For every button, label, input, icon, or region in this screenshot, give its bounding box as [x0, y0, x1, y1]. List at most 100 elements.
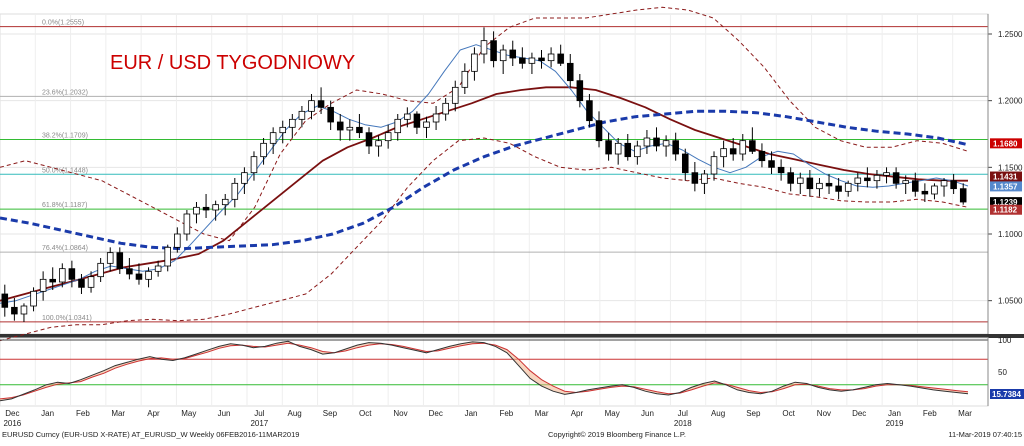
ma-dark-red-line [0, 86, 968, 302]
candle-body [902, 180, 909, 184]
price-tag-bg [990, 204, 1022, 215]
x-year-label: 2016 [3, 419, 21, 428]
footer-left: EURUSD Curncy (EUR-USD X-RATE) AT_EURUSD… [2, 430, 299, 439]
candle-body [950, 180, 957, 190]
candle-body [854, 177, 862, 184]
candle-body [1, 293, 9, 308]
fib-label: 100.0%(1.0341) [42, 315, 92, 322]
y-tick-label: 1.2000 [998, 97, 1023, 106]
x-month-label: Dec [429, 409, 443, 418]
candle-body [519, 57, 526, 64]
x-month-label: Apr [571, 409, 584, 418]
x-month-label: Mar [111, 409, 125, 418]
x-year-label: 2017 [250, 419, 268, 428]
candle-body [116, 252, 124, 270]
candle-body [193, 206, 200, 215]
osc-main-line [0, 340, 969, 402]
candle-body [912, 180, 919, 192]
candle-body [404, 113, 411, 120]
y-tick-label: 1.2500 [998, 30, 1023, 39]
candle-body [701, 173, 708, 184]
bollinger-lower-line [0, 137, 969, 342]
candle-body [614, 142, 622, 155]
candle-body [835, 185, 842, 192]
candle-body [749, 140, 756, 152]
y-tick-label: 1.1500 [998, 163, 1023, 172]
price-tag-bg [990, 138, 1022, 149]
x-month-label: Sep [746, 409, 761, 418]
candle-body [873, 174, 881, 182]
candle-body [940, 180, 948, 187]
osc-tick-label: 100 [998, 336, 1012, 345]
candle-body [413, 113, 421, 128]
chart-title: EUR / USD TYGODNIOWY [110, 52, 355, 74]
candle-body [375, 140, 382, 147]
candle-body [164, 246, 171, 267]
candle-body [528, 57, 536, 64]
x-month-label: Mar [958, 409, 972, 418]
x-month-label: Feb [76, 409, 90, 418]
candle-body [806, 177, 814, 190]
candle-body [921, 190, 929, 195]
candle-body [768, 160, 775, 168]
candle-body [269, 132, 277, 144]
price-tag-label: 1.1239 [993, 198, 1018, 207]
candle-body [931, 185, 938, 195]
candle-body [586, 100, 593, 122]
x-month-label: May [181, 409, 196, 418]
candle-body [49, 278, 56, 283]
x-month-label: May [605, 409, 620, 418]
candle-body [883, 172, 890, 176]
candle-body [59, 268, 66, 283]
candle-body [605, 140, 612, 155]
candle-body [78, 278, 85, 288]
osc-value-tag-bg [990, 389, 1024, 399]
candle-body [624, 142, 632, 158]
x-month-label: Jan [465, 409, 478, 418]
x-month-label: Sep [323, 409, 338, 418]
candle-body [394, 118, 402, 134]
x-month-label: Apr [147, 409, 160, 418]
footer-right: 11-Mar-2019 07:40:15 [948, 430, 1022, 439]
candle-body [126, 268, 133, 275]
candle-body [480, 40, 488, 55]
candle-body [202, 206, 210, 211]
price-tag-bg [990, 197, 1022, 208]
candle-body [87, 276, 95, 288]
candle-body [777, 166, 785, 174]
y-tick-label: 1.0500 [998, 297, 1023, 306]
candle-body [30, 290, 37, 307]
x-month-label: Oct [782, 409, 795, 418]
x-month-label: Jul [254, 409, 264, 418]
candle-body [643, 137, 651, 147]
oscillator-y-axis: 100 50 15.7384 [987, 336, 1024, 406]
candle-body [461, 70, 469, 88]
candle-body [221, 198, 229, 206]
candle-body [595, 120, 603, 142]
candle-body [20, 305, 28, 315]
fib-label: 38.2%(1.1709) [42, 132, 88, 139]
candle-body [844, 182, 852, 192]
candle-body [864, 177, 871, 182]
candle-body [787, 172, 794, 184]
candle-body [720, 148, 727, 158]
candle-body [97, 262, 104, 278]
candle-body [442, 102, 449, 115]
fib-label: 0.0%(1.2555) [42, 20, 84, 27]
candle-body [308, 100, 315, 112]
ma-blue-dashed-line [0, 109, 969, 251]
candle-body [298, 110, 306, 120]
x-month-label: Dec [5, 409, 19, 418]
x-month-label: Aug [288, 409, 302, 418]
osc-value-tag-label: 15.7384 [992, 390, 1021, 399]
x-month-label: Jan [888, 409, 901, 418]
candle-body [499, 49, 507, 62]
x-axis: Dec Jan Feb Mar Apr May Jun Jul Aug Sep Oct Nov Dec J… [3, 409, 972, 428]
candle-body [653, 137, 660, 147]
candle-body [451, 86, 459, 104]
x-year-label: 2019 [886, 419, 904, 428]
candle-body [174, 233, 181, 248]
candle-body [183, 213, 191, 235]
candle-body [797, 177, 804, 184]
